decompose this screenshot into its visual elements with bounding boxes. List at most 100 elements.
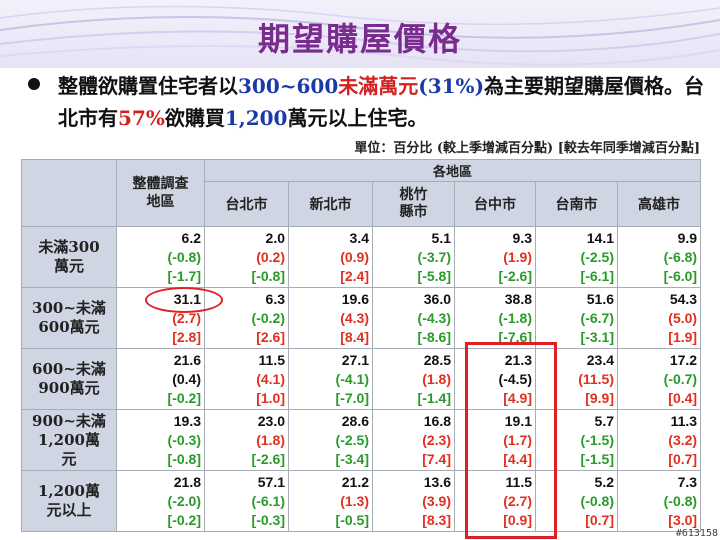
table-cell: 27.1 (-4.1) [-7.0] xyxy=(288,348,373,410)
cell-year-change: [1.9] xyxy=(668,328,698,345)
cell-value: 5.1 xyxy=(431,229,451,246)
row-label-text: 900~未滿1,200萬元 xyxy=(32,411,106,468)
highlight-box xyxy=(465,342,557,539)
row-label: 600~未滿900萬元 xyxy=(21,348,117,410)
table-cell: 51.6 (-6.7) [-3.1] xyxy=(535,287,618,349)
title-banner: 期望購屋價格 xyxy=(0,0,720,68)
cell-value: 28.5 xyxy=(423,351,451,368)
cell-value: 14.1 xyxy=(586,229,614,246)
cell-year-change: [-1.7] xyxy=(167,267,201,284)
cell-quarter-change: (-6.1) xyxy=(251,492,285,509)
cell-quarter-change: (-6.7) xyxy=(580,309,614,326)
table-cell: 28.5 (1.8) [-1.4] xyxy=(372,348,455,410)
table-cell: 21.8 (-2.0) [-0.2] xyxy=(116,470,205,532)
cell-year-change: [7.4] xyxy=(422,450,451,467)
cell-value: 38.8 xyxy=(504,290,532,307)
cell-value: 21.6 xyxy=(173,351,201,368)
cell-quarter-change: (-0.3) xyxy=(167,431,201,448)
cell-quarter-change: (5.0) xyxy=(668,309,698,326)
cell-year-change: [-1.4] xyxy=(417,389,451,406)
cell-year-change: [-3.1] xyxy=(580,328,614,345)
cell-year-change: [2.4] xyxy=(340,267,369,284)
cell-value: 6.2 xyxy=(181,229,201,246)
city-header: 桃竹縣市 xyxy=(372,181,455,227)
cell-year-change: [1.0] xyxy=(256,389,285,406)
cell-year-change: [4.9] xyxy=(503,389,532,406)
overall-header-label: 整體調查地區 xyxy=(132,176,189,210)
cell-value: 5.2 xyxy=(594,473,614,490)
table-row: 300~未滿600萬元 31.1 (2.7) [2.8] 6.3 (-0.2) [2.6] 1… xyxy=(21,287,702,349)
cell-value: 11.5 xyxy=(258,351,285,368)
row-label-text: 300~未滿600萬元 xyxy=(32,299,106,336)
cell-value: 13.6 xyxy=(423,473,451,490)
city-label: 高雄市 xyxy=(638,197,681,213)
row-label-text: 600~未滿900萬元 xyxy=(32,360,106,397)
row-label-text: 1,200萬元以上 xyxy=(38,482,100,519)
cell-year-change: [-0.5] xyxy=(335,511,369,528)
summary-part: 整體欲購置住宅者以 xyxy=(58,74,238,98)
cell-value: 9.3 xyxy=(512,229,532,246)
city-label: 台南市 xyxy=(555,197,598,213)
cell-quarter-change: (0.2) xyxy=(256,248,285,265)
table-cell: 54.3 (5.0) [1.9] xyxy=(616,287,702,349)
cell-quarter-change: (2.7) xyxy=(172,309,201,326)
cell-year-change: [0.9] xyxy=(503,511,532,528)
cell-quarter-change: (-4.1) xyxy=(335,370,369,387)
table-row: 1,200萬元以上 21.8 (-2.0) [-0.2] 57.1 (-6.1) [-0.3… xyxy=(21,470,702,532)
cell-quarter-change: (1.3) xyxy=(340,492,369,509)
cell-quarter-change: (4.1) xyxy=(256,370,285,387)
table-cell: 16.8 (2.3) [7.4] xyxy=(372,409,455,471)
corner-header xyxy=(21,159,117,227)
cell-quarter-change: (-1.5) xyxy=(580,431,614,448)
cell-value: 11.3 xyxy=(670,412,698,429)
cell-quarter-change: (1.9) xyxy=(503,248,532,265)
cell-quarter-change: (1.8) xyxy=(422,370,451,387)
cell-quarter-change: (1.8) xyxy=(256,431,285,448)
cell-year-change: [-7.0] xyxy=(335,389,369,406)
summary-part: 為主要期望購屋價格。台北市有 xyxy=(58,74,705,130)
summary-highlight: 1,200 xyxy=(224,106,288,130)
cell-value: 21.8 xyxy=(173,473,201,490)
table-row: 未滿300萬元 6.2 (-0.8) [-1.7] 2.0 (0.2) [-0.8] 3.4 (… xyxy=(21,226,702,288)
cell-value: 54.3 xyxy=(669,290,698,307)
cell-year-change: [8.3] xyxy=(422,511,451,528)
cell-year-change: [2.8] xyxy=(172,328,201,345)
city-header: 台中市 xyxy=(454,181,536,227)
cell-year-change: [4.4] xyxy=(503,450,532,467)
overall-header: 整體調查地區 xyxy=(116,159,205,227)
city-header-row: 台北市 新北市 桃竹縣市 台中市 台南市 高雄市 xyxy=(22,181,702,227)
cell-quarter-change: (-0.8) xyxy=(167,248,201,265)
table-cell: 13.6 (3.9) [8.3] xyxy=(372,470,455,532)
cell-quarter-change: (-0.7) xyxy=(663,370,698,387)
cell-quarter-change: (11.5) xyxy=(578,370,614,387)
cell-value: 21.3 xyxy=(504,351,532,368)
city-header: 新北市 xyxy=(288,181,373,227)
table-cell: 5.2 (-0.8) [0.7] xyxy=(535,470,618,532)
row-label: 900~未滿1,200萬元 xyxy=(21,409,117,471)
cell-value: 19.1 xyxy=(504,412,532,429)
table-cell: 6.2 (-0.8) [-1.7] xyxy=(116,226,205,288)
watermark: #613158 xyxy=(675,528,718,539)
cell-value: 19.3 xyxy=(173,412,201,429)
cell-value: 17.2 xyxy=(669,351,698,368)
table-cell: 3.4 (0.9) [2.4] xyxy=(288,226,373,288)
cell-quarter-change: (2.3) xyxy=(422,431,451,448)
city-header: 台南市 xyxy=(535,181,618,227)
city-header: 高雄市 xyxy=(616,181,702,227)
cell-quarter-change: (0.9) xyxy=(340,248,369,265)
table-body: 未滿300萬元 6.2 (-0.8) [-1.7] 2.0 (0.2) [-0.8] 3.4 (… xyxy=(21,226,702,532)
cell-value: 6.3 xyxy=(265,290,285,307)
cell-year-change: [-0.8] xyxy=(251,267,285,284)
cell-year-change: [-2.6] xyxy=(498,267,532,284)
cell-quarter-change: (-6.8) xyxy=(663,248,698,265)
cell-value: 28.6 xyxy=(341,412,369,429)
city-label: 台北市 xyxy=(225,197,268,213)
cell-quarter-change: (-4.5) xyxy=(498,370,532,387)
cell-quarter-change: (3.9) xyxy=(422,492,451,509)
cell-quarter-change: (4.3) xyxy=(340,309,369,326)
summary-highlight: (31%) xyxy=(418,74,485,98)
cell-year-change: [0.4] xyxy=(668,389,698,406)
city-label: 新北市 xyxy=(309,197,352,213)
summary-highlight: 300~600 xyxy=(238,74,339,98)
cell-year-change: [2.6] xyxy=(256,328,285,345)
